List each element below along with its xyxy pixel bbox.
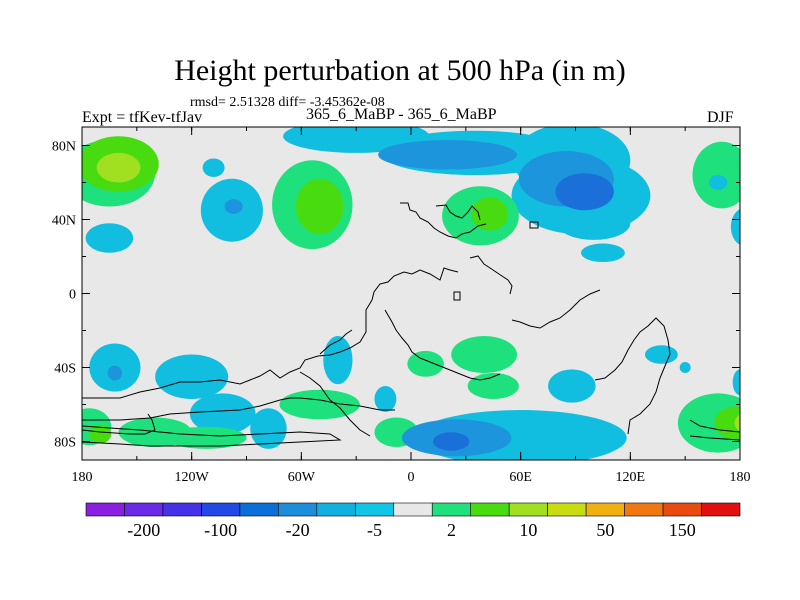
contour-region — [708, 175, 728, 190]
y-tick-label: 40N — [52, 214, 76, 229]
colorbar-swatch — [393, 502, 433, 517]
y-tick-label: 80N — [52, 140, 76, 155]
contour-region — [451, 336, 518, 374]
contour-region — [96, 152, 141, 183]
colorbar-swatch — [547, 502, 587, 517]
coast-antarctic-inner — [82, 425, 342, 447]
contour-region — [295, 178, 344, 235]
contour-region — [548, 369, 596, 403]
coast-arabia — [469, 255, 513, 295]
colorbar-swatch — [354, 502, 395, 517]
stats-line: rmsd= 2.51328 diff= -3.45362e-08 — [190, 95, 385, 110]
colorbar-swatch — [124, 502, 164, 517]
contour-region — [407, 350, 444, 377]
colorbar-swatch — [624, 502, 664, 517]
contour-region — [677, 393, 740, 453]
contour-region — [250, 408, 287, 449]
y-axis: 80N 40N 0 40S 80S — [52, 140, 740, 451]
colorbar-swatch — [201, 502, 241, 517]
colorbar-swatch — [85, 502, 125, 517]
contour-region — [166, 426, 247, 449]
coast-australia — [594, 317, 671, 435]
contour-region — [555, 173, 614, 211]
coast-indian — [511, 289, 601, 329]
contour-region — [557, 206, 631, 240]
colorbar-swatch — [162, 502, 202, 517]
colorbar-label: -200 — [127, 520, 160, 540]
contour-region — [580, 243, 625, 263]
coast-east-edge — [689, 419, 740, 433]
x-axis: 180 120W 60W 0 60E 120E 180 — [72, 127, 751, 485]
y-tick-label: 80S — [54, 436, 76, 451]
x-tick-label: 120W — [175, 470, 210, 485]
coast-caspian — [435, 204, 481, 221]
contour-region — [378, 139, 518, 170]
contour-region — [471, 197, 508, 231]
contour-region — [155, 354, 229, 399]
coast-east-edge-2 — [689, 435, 740, 441]
contour-region — [692, 141, 740, 209]
x-tick-label: 60W — [288, 470, 316, 485]
colorbar-label: 10 — [519, 520, 537, 540]
contour-region — [224, 199, 243, 214]
contour-region — [85, 223, 134, 253]
contour-region — [679, 361, 691, 374]
x-tick-label: 180 — [72, 470, 93, 485]
y-tick-label: 0 — [69, 288, 76, 303]
colorbar-label: -20 — [286, 520, 310, 540]
contour-fields — [82, 127, 740, 460]
colorbar-swatch — [278, 502, 318, 517]
colorbar-swatch — [316, 502, 356, 517]
colorbar-swatch — [470, 502, 510, 517]
experiment-label: Expt = tfKev-tfJav — [82, 109, 203, 126]
colorbar-swatch — [431, 502, 472, 517]
x-tick-label: 60E — [509, 470, 532, 485]
contour-region — [323, 336, 353, 385]
colorbar-swatch — [701, 502, 741, 517]
contour-region — [202, 158, 225, 177]
colorbar-swatch — [239, 502, 279, 517]
season-label: DJF — [707, 109, 734, 126]
colorbar-label: 150 — [669, 520, 696, 540]
colorbar: -200 -100 -20 -5 2 10 50 150 — [85, 502, 741, 540]
colorbar-label: 2 — [447, 520, 456, 540]
coast-polar-shelf — [82, 413, 156, 435]
contour-region — [279, 389, 360, 420]
contour-region — [374, 386, 397, 412]
case-label: 365_6_MaBP - 365_6_MaBP — [306, 106, 497, 123]
chart-title: Height perturbation at 500 hPa (in m) — [174, 54, 626, 87]
coast-africa — [384, 309, 501, 381]
colorbar-label: 50 — [596, 520, 614, 540]
coast-small-2 — [453, 291, 461, 301]
colorbar-swatch — [662, 502, 702, 517]
x-tick-label: 120E — [616, 470, 646, 485]
colorbar-label: -100 — [204, 520, 237, 540]
coast-antarctic-edge — [82, 397, 395, 421]
colorbar-label: -5 — [367, 520, 382, 540]
coast-south-america — [299, 371, 371, 437]
contour-region — [644, 345, 678, 364]
coast-europe — [400, 202, 487, 239]
contour-region — [189, 393, 256, 435]
x-tick-label: 0 — [408, 470, 415, 485]
colorbar-swatch — [508, 502, 548, 517]
contour-region — [732, 369, 740, 396]
coast-north-america — [82, 267, 459, 399]
y-tick-label: 40S — [54, 362, 76, 377]
coast-mid-atlantic — [319, 329, 353, 355]
coastlines — [82, 202, 740, 447]
contour-region — [432, 432, 470, 451]
contour-region — [89, 424, 112, 444]
x-tick-label: 180 — [730, 470, 751, 485]
coast-small-1 — [529, 221, 539, 229]
contour-region — [107, 365, 123, 381]
contour-region — [734, 414, 740, 432]
colorbar-swatch — [585, 502, 625, 517]
contour-region — [730, 209, 740, 245]
